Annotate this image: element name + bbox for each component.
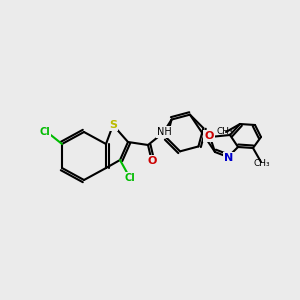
- Text: S: S: [109, 120, 117, 130]
- Text: Cl: Cl: [40, 127, 50, 137]
- Text: N: N: [224, 153, 234, 163]
- Text: CH₃: CH₃: [254, 158, 270, 167]
- Text: Cl: Cl: [124, 173, 135, 183]
- Text: O: O: [147, 156, 157, 166]
- Text: O: O: [204, 131, 214, 141]
- Text: CH₃: CH₃: [217, 128, 233, 136]
- Text: NH: NH: [157, 127, 171, 137]
